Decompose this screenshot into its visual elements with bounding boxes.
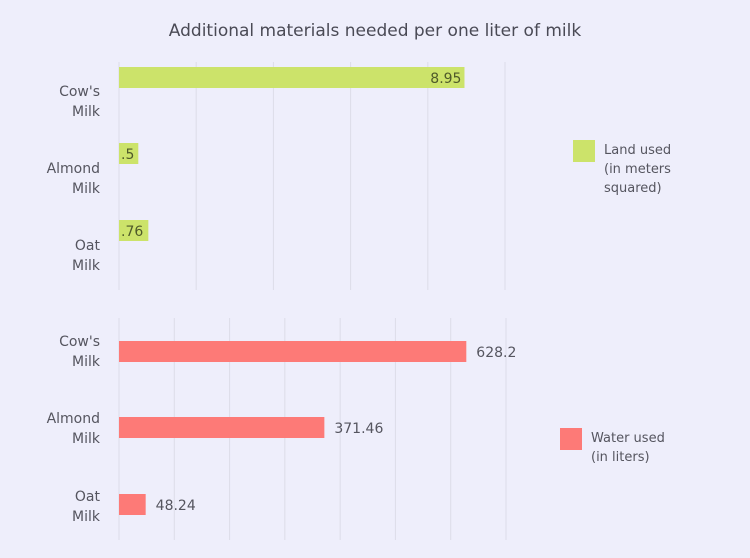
category-label: Cow's <box>59 84 100 100</box>
category-label: Milk <box>72 354 101 370</box>
legend-label: Land used <box>604 143 671 158</box>
data-label: 8.95 <box>430 71 461 87</box>
data-label: 48.24 <box>156 498 196 514</box>
legend-swatch <box>573 140 595 162</box>
bar <box>119 143 139 164</box>
category-label: Almond <box>47 161 100 177</box>
category-label: Milk <box>72 431 101 447</box>
bar <box>119 220 149 241</box>
category-label: Oat <box>75 238 101 254</box>
data-label: .76 <box>121 224 143 240</box>
chart-title: Additional materials needed per one lite… <box>169 21 582 41</box>
bar <box>119 67 465 88</box>
legend-label: Water used <box>591 431 665 446</box>
bar <box>119 494 146 515</box>
data-label: 628.2 <box>476 345 516 361</box>
legend-label: (in meters <box>604 162 671 177</box>
category-label: Cow's <box>59 334 100 350</box>
bar <box>119 341 467 362</box>
category-label: Milk <box>72 104 101 120</box>
category-label: Milk <box>72 181 101 197</box>
category-label: Milk <box>72 509 101 525</box>
category-label: Almond <box>47 411 100 427</box>
legend-label: squared) <box>604 181 662 196</box>
legend-swatch <box>560 428 582 450</box>
data-label: .5 <box>121 147 134 163</box>
data-label: 371.46 <box>334 421 383 437</box>
legend-label: (in liters) <box>591 450 650 465</box>
bar <box>119 417 325 438</box>
category-label: Oat <box>75 489 101 505</box>
category-label: Milk <box>72 258 101 274</box>
